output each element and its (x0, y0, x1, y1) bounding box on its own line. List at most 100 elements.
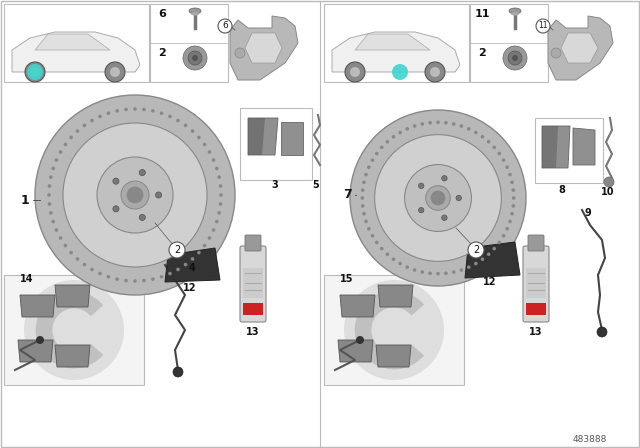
Circle shape (160, 112, 163, 115)
Circle shape (133, 279, 137, 283)
Circle shape (536, 19, 550, 33)
Polygon shape (165, 248, 220, 282)
Circle shape (76, 257, 79, 261)
Circle shape (425, 62, 445, 82)
Circle shape (420, 270, 424, 274)
FancyBboxPatch shape (245, 235, 261, 251)
Circle shape (133, 107, 137, 111)
Circle shape (160, 275, 163, 279)
Circle shape (364, 173, 368, 177)
Circle shape (468, 242, 484, 258)
Circle shape (30, 67, 40, 77)
Circle shape (197, 136, 201, 139)
Circle shape (207, 236, 211, 240)
Text: 9: 9 (584, 208, 591, 218)
Circle shape (436, 121, 440, 124)
Text: 483888: 483888 (573, 435, 607, 444)
Polygon shape (248, 118, 265, 155)
Circle shape (218, 19, 232, 33)
Circle shape (83, 263, 86, 267)
Circle shape (371, 158, 374, 162)
Circle shape (203, 244, 206, 247)
Text: 12: 12 (183, 283, 196, 293)
Circle shape (183, 46, 207, 70)
Circle shape (508, 220, 512, 223)
Circle shape (452, 270, 456, 274)
Polygon shape (338, 340, 373, 362)
Circle shape (191, 257, 195, 261)
Circle shape (371, 234, 374, 237)
Circle shape (512, 196, 515, 200)
Circle shape (218, 175, 221, 179)
Circle shape (497, 241, 501, 244)
Circle shape (350, 67, 360, 77)
Polygon shape (18, 340, 53, 362)
FancyBboxPatch shape (240, 246, 266, 322)
Circle shape (419, 207, 424, 213)
Circle shape (168, 272, 172, 276)
Circle shape (442, 176, 447, 181)
Circle shape (511, 204, 515, 208)
Text: 10: 10 (601, 187, 615, 197)
Bar (4, 4, 149, 82)
Circle shape (27, 64, 43, 80)
Circle shape (392, 135, 396, 138)
Text: 12: 12 (483, 277, 497, 287)
Polygon shape (20, 295, 55, 317)
Polygon shape (55, 345, 90, 367)
Circle shape (25, 62, 45, 82)
Polygon shape (342, 297, 373, 313)
Circle shape (124, 108, 128, 111)
Circle shape (361, 204, 365, 208)
Circle shape (54, 158, 58, 162)
Circle shape (511, 188, 515, 192)
Circle shape (481, 135, 484, 138)
Circle shape (51, 167, 55, 170)
Polygon shape (573, 128, 595, 165)
Circle shape (83, 124, 86, 127)
Ellipse shape (189, 8, 201, 14)
Circle shape (212, 228, 216, 232)
Circle shape (508, 173, 512, 177)
Circle shape (35, 95, 235, 295)
Circle shape (47, 184, 51, 188)
Circle shape (419, 183, 424, 189)
Circle shape (375, 241, 379, 244)
Circle shape (497, 152, 501, 155)
Circle shape (140, 169, 145, 176)
Circle shape (113, 178, 119, 184)
Text: 8: 8 (559, 185, 565, 195)
Bar (150, 4, 228, 82)
Circle shape (506, 227, 509, 231)
Text: 13: 13 (246, 327, 260, 337)
Circle shape (374, 135, 501, 261)
Text: 6: 6 (222, 22, 228, 30)
Circle shape (207, 150, 211, 154)
Polygon shape (22, 297, 53, 313)
Circle shape (219, 184, 222, 188)
Circle shape (444, 121, 448, 125)
Circle shape (142, 279, 146, 282)
Circle shape (362, 181, 366, 184)
Text: 15: 15 (340, 274, 353, 284)
Circle shape (474, 131, 477, 134)
Circle shape (24, 280, 124, 380)
Circle shape (113, 206, 119, 212)
Circle shape (142, 108, 146, 111)
Polygon shape (465, 242, 520, 278)
Circle shape (110, 67, 120, 77)
Circle shape (51, 220, 55, 224)
Text: 2: 2 (478, 48, 486, 58)
Text: 2: 2 (158, 48, 166, 58)
Circle shape (184, 263, 188, 267)
Circle shape (184, 124, 188, 127)
Circle shape (218, 211, 221, 215)
Circle shape (385, 252, 389, 256)
Circle shape (502, 234, 506, 237)
Polygon shape (245, 33, 282, 63)
Circle shape (413, 268, 417, 272)
Polygon shape (542, 126, 570, 168)
Bar (243, 268, 263, 298)
Circle shape (98, 115, 102, 118)
Circle shape (69, 251, 73, 254)
